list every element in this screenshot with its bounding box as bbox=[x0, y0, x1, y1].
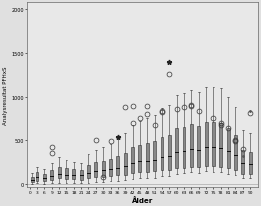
Bar bbox=[50, 170, 53, 180]
Bar bbox=[138, 145, 141, 172]
Bar bbox=[65, 168, 68, 179]
Y-axis label: Analysresultat PFHxS: Analysresultat PFHxS bbox=[3, 66, 8, 124]
Bar bbox=[131, 148, 134, 173]
Bar bbox=[241, 150, 244, 174]
Bar bbox=[161, 137, 163, 170]
Bar bbox=[234, 136, 237, 170]
Bar bbox=[94, 162, 97, 177]
Bar bbox=[212, 123, 215, 166]
Bar bbox=[80, 170, 82, 180]
Bar bbox=[182, 127, 186, 168]
Bar bbox=[227, 129, 230, 169]
Bar bbox=[219, 124, 222, 167]
Bar bbox=[175, 129, 178, 168]
Bar bbox=[35, 172, 38, 181]
Bar bbox=[72, 170, 75, 179]
Bar bbox=[124, 153, 127, 175]
Bar bbox=[102, 161, 105, 177]
Bar bbox=[31, 177, 34, 182]
Bar bbox=[58, 167, 61, 179]
Bar bbox=[190, 124, 193, 167]
Bar bbox=[87, 165, 90, 178]
Bar bbox=[168, 136, 171, 170]
Bar bbox=[116, 156, 119, 176]
Bar bbox=[249, 152, 252, 174]
Bar bbox=[205, 123, 207, 166]
Bar bbox=[109, 159, 112, 176]
Bar bbox=[153, 142, 156, 172]
Bar bbox=[197, 126, 200, 167]
Bar bbox=[43, 174, 46, 181]
X-axis label: Ålder: Ålder bbox=[132, 196, 153, 202]
Bar bbox=[146, 143, 149, 172]
